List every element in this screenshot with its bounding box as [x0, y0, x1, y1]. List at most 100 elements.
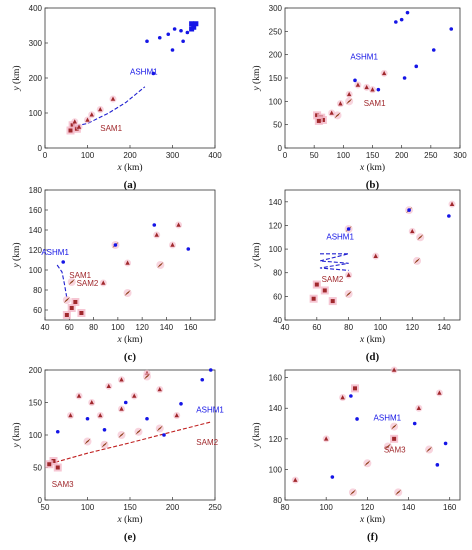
red-triangle-marker: [437, 390, 442, 395]
x-tick-label: 150: [366, 151, 380, 160]
x-axis-unit: (km): [124, 514, 142, 525]
panel-d: 40 60 80 100 120 140 40 60 80 100 120 140 x (km) y (k…: [251, 189, 461, 345]
site-square-marker: [315, 113, 320, 118]
blue-point-marker: [145, 39, 149, 44]
x-tick-label: 0: [43, 151, 48, 160]
blue-point-marker: [330, 475, 335, 479]
x-tick-label: 60: [65, 323, 74, 332]
red-triangle-marker: [85, 117, 90, 122]
brown-dart-marker: [426, 446, 433, 453]
panel-f: 80 100 120 140 160 80 100 120 140 160 x (km) y (km)…: [251, 366, 461, 525]
y-tick-label: 100: [29, 431, 43, 440]
red-triangle-marker: [370, 87, 375, 92]
y-axis-label: y (km): [11, 65, 22, 91]
blue-point-marker: [157, 35, 162, 40]
red-triangle-marker: [72, 119, 77, 124]
blue-point-marker: [414, 64, 419, 69]
site-square-marker: [51, 459, 56, 463]
y-axis-label: y (km): [251, 65, 262, 91]
red-triangle-marker: [329, 110, 334, 115]
panel-caption: (a): [124, 179, 137, 191]
blue-point-marker: [443, 441, 448, 446]
annotation-sam3: SAM3: [384, 446, 406, 455]
annotation-ashm1: ASHM1: [130, 68, 158, 77]
x-axis-unit: (km): [124, 162, 142, 173]
brown-dart-marker: [101, 441, 108, 448]
y-tick-label: 200: [29, 74, 43, 83]
y-tick-label: 160: [29, 206, 43, 215]
brown-dart-marker: [63, 297, 70, 303]
x-axis-label: x (km): [116, 162, 142, 173]
brown-dart-marker: [417, 234, 424, 241]
blue-point-marker: [402, 76, 407, 80]
site-square-marker: [330, 299, 335, 304]
brown-dart-marker: [395, 489, 402, 496]
y-tick-label: 60: [33, 306, 42, 315]
blue-point-marker: [200, 377, 205, 382]
y-axis-unit: (km): [11, 242, 22, 260]
y-tick-label: 160: [269, 374, 283, 383]
brown-dart-marker: [391, 423, 398, 430]
blue-point-marker: [181, 39, 185, 44]
red-triangle-marker: [323, 436, 329, 441]
plot-frame: [284, 369, 461, 501]
red-triangle-marker: [157, 387, 162, 392]
red-triangle-marker: [391, 367, 397, 372]
y-tick-label: 80: [33, 286, 42, 295]
site-square-marker: [79, 311, 84, 315]
x-tick-label: 50: [41, 503, 50, 512]
track-dashed-line: [319, 253, 349, 271]
site-square-marker: [47, 462, 52, 467]
x-tick-label: 40: [41, 323, 50, 332]
x-axis-unit: (km): [124, 334, 142, 345]
blue-point-marker: [407, 208, 411, 212]
x-axis-label: x (km): [116, 514, 142, 525]
y-tick-label: 200: [269, 51, 283, 60]
blue-point-marker: [449, 27, 454, 31]
site-square-marker: [64, 313, 69, 317]
annotation-ashm1: ASHM1: [374, 413, 402, 422]
red-triangle-marker: [170, 242, 175, 247]
y-tick-label: 120: [269, 221, 283, 230]
brown-dart-marker: [414, 257, 421, 264]
red-triangle-marker: [119, 406, 124, 411]
brown-dart-marker: [346, 98, 353, 105]
y-tick-label: 400: [29, 4, 43, 13]
red-triangle-marker: [106, 383, 111, 389]
red-triangle-marker: [346, 272, 351, 277]
x-tick-label: 100: [374, 323, 388, 332]
blue-point-marker: [412, 421, 417, 426]
y-axis-label: y (km): [11, 422, 22, 448]
y-tick-label: 180: [29, 186, 43, 195]
annotation-sam2: SAM2: [77, 279, 99, 288]
blue-point-marker: [349, 394, 353, 398]
x-tick-label: 140: [402, 503, 416, 512]
annotation-ashm1: ASHM1: [350, 52, 378, 61]
y-tick-label: 40: [273, 316, 282, 325]
red-triangle-marker: [132, 393, 137, 398]
brown-dart-marker: [384, 443, 391, 450]
blue-point-marker: [376, 87, 381, 92]
blue-point-marker: [145, 416, 149, 421]
y-tick-label: 80: [273, 269, 282, 278]
red-triangle-marker: [373, 253, 378, 258]
red-triangle-marker: [340, 395, 345, 400]
red-triangle-marker: [174, 413, 179, 418]
y-tick-label: 0: [38, 496, 43, 505]
y-axis-unit: (km): [251, 422, 262, 440]
y-tick-label: 50: [273, 121, 282, 130]
blue-point-marker: [102, 428, 107, 432]
red-triangle-marker: [119, 377, 124, 382]
red-triangle-marker: [68, 413, 73, 418]
track-dashed-line: [55, 421, 211, 463]
red-triangle-marker: [364, 84, 369, 90]
y-axis-unit: (km): [11, 422, 22, 440]
x-tick-label: 150: [123, 503, 137, 512]
red-triangle-marker: [176, 222, 181, 227]
x-tick-label: 40: [281, 323, 290, 332]
x-tick-label: 80: [344, 323, 353, 332]
track-dashed-line: [70, 86, 146, 128]
panel-caption: (d): [366, 351, 380, 363]
site-square-marker: [320, 118, 325, 122]
plot-frame: [284, 7, 461, 149]
